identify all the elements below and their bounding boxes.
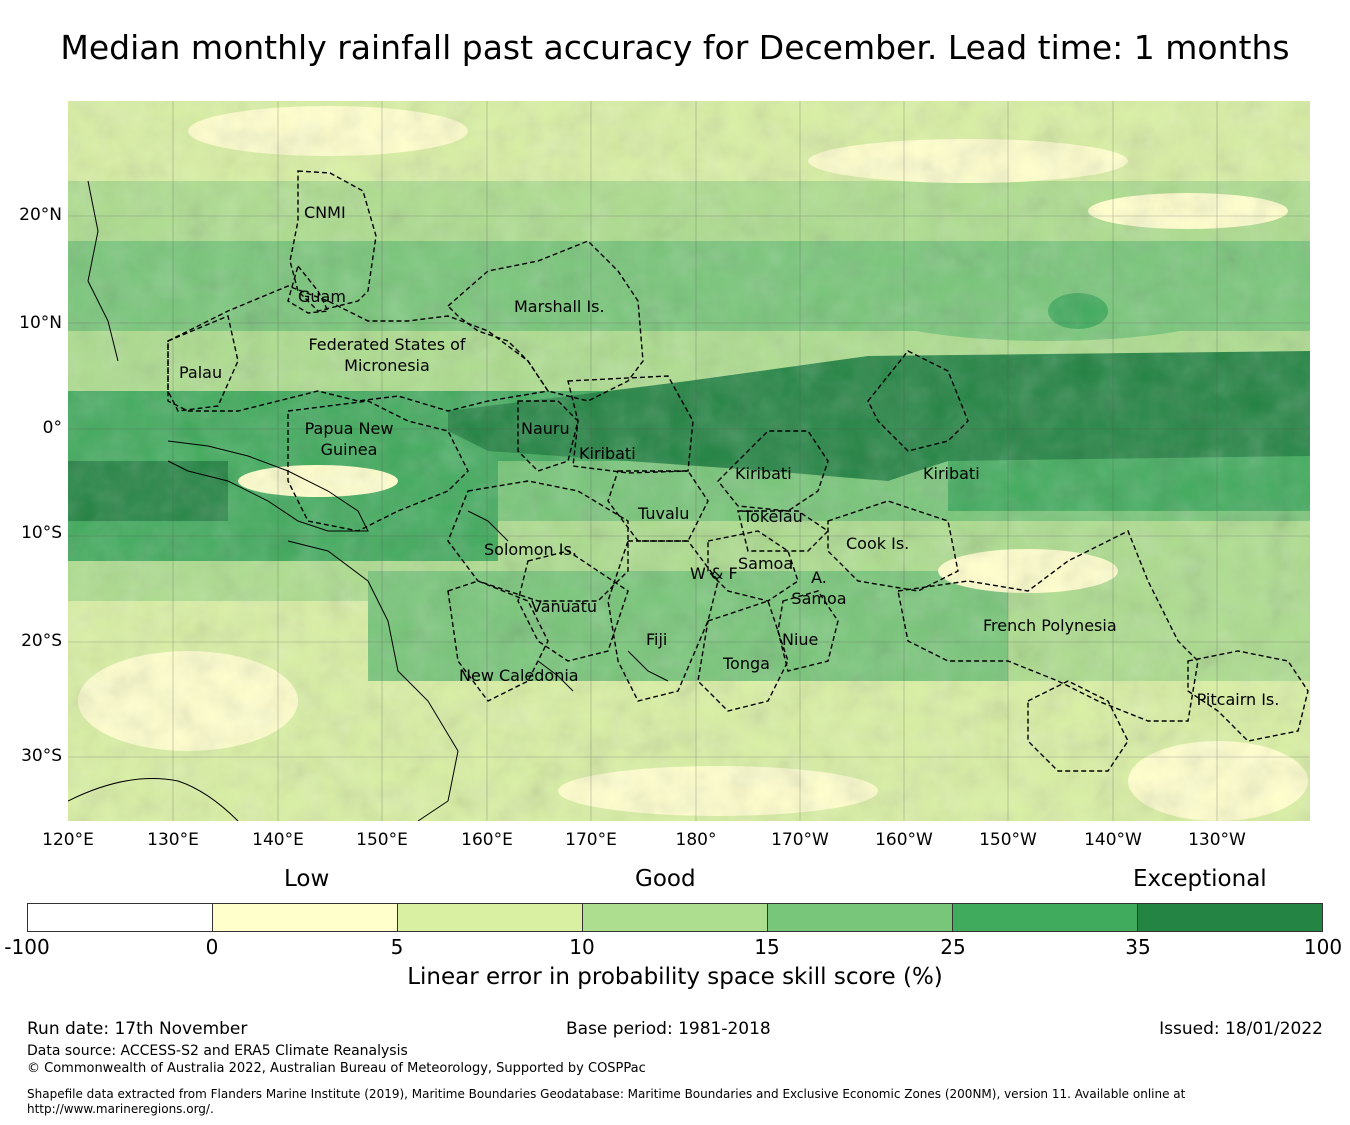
colorbar-segment — [768, 904, 953, 931]
colorbar-tick: 100 — [1303, 935, 1343, 959]
colorbar-segment — [398, 904, 583, 931]
colorbar-category-exceptional: Exceptional — [1133, 866, 1267, 892]
colorbar — [27, 903, 1323, 932]
lat-label-10s: 10°S — [21, 523, 62, 543]
region-label-american-samoa: A. Samoa — [791, 568, 847, 608]
colorbar-tick: 10 — [569, 935, 595, 959]
region-label-tokelau: Tokelau — [743, 507, 803, 526]
chart-title: Median monthly rainfall past accuracy fo… — [60, 28, 1290, 67]
region-label-wallis-futuna: W & F — [690, 564, 738, 583]
run-date: Run date: 17th November — [27, 1019, 248, 1039]
region-label-french-polynesia: French Polynesia — [983, 616, 1117, 635]
region-label-png: Papua New Guinea — [304, 419, 394, 459]
colorbar-tick: 35 — [1125, 935, 1151, 959]
lat-label-20n: 20°N — [19, 205, 62, 225]
lat-label-10n: 10°N — [19, 313, 62, 333]
lon-label-120e: 120°E — [42, 830, 94, 850]
graticule — [68, 101, 1310, 821]
region-label-cook-is: Cook Is. — [846, 534, 910, 553]
colorbar-label: Linear error in probability space skill … — [407, 964, 943, 990]
colorbar-tick: 0 — [205, 935, 219, 959]
coastlines — [68, 180, 669, 821]
region-label-kiribati-central: Kiribati — [735, 464, 792, 483]
colorbar-segment — [583, 904, 768, 931]
region-label-vanuatu: Vanuatu — [531, 597, 598, 616]
colorbar-tick: 25 — [940, 935, 966, 959]
region-label-niue: Niue — [782, 630, 819, 649]
region-label-tonga: Tonga — [723, 654, 770, 673]
lon-label-170e: 170°E — [565, 830, 617, 850]
lon-label-170w: 170°W — [771, 830, 829, 850]
skill-field-texture — [68, 101, 1310, 821]
region-label-samoa: Samoa — [738, 554, 794, 573]
copyright: © Commonwealth of Australia 2022, Austra… — [27, 1061, 646, 1076]
data-source: Data source: ACCESS-S2 and ERA5 Climate … — [27, 1043, 408, 1059]
region-label-tuvalu: Tuvalu — [638, 504, 690, 523]
region-label-pitcairn-is: Pitcairn Is. — [1196, 690, 1280, 709]
region-label-solomon-is: Solomon Is. — [484, 540, 577, 559]
region-label-palau: Palau — [179, 363, 223, 382]
lon-label-150e: 150°E — [356, 830, 408, 850]
colorbar-category-low: Low — [284, 866, 330, 892]
region-label-kiribati-east: Kiribati — [923, 464, 980, 483]
lon-label-140e: 140°E — [252, 830, 304, 850]
lon-label-130w: 130°W — [1188, 830, 1246, 850]
colorbar-segment — [213, 904, 398, 931]
lat-label-20s: 20°S — [21, 631, 62, 651]
map-svg — [68, 101, 1310, 821]
lon-label-160e: 160°E — [461, 830, 513, 850]
region-label-marshall-is: Marshall Is. — [514, 297, 605, 316]
colorbar-segment — [1138, 904, 1322, 931]
colorbar-tick: 5 — [390, 935, 404, 959]
eez-boundaries — [167, 170, 1309, 772]
lat-label-30s: 30°S — [21, 746, 62, 766]
base-period: Base period: 1981-2018 — [566, 1019, 771, 1039]
colorbar-tick: -100 — [4, 935, 50, 959]
region-label-nauru: Nauru — [521, 419, 570, 438]
region-label-kiribati-west: Kiribati — [579, 444, 636, 463]
region-label-fsm: Federated States of Micronesia — [308, 335, 466, 375]
colorbar-category-good: Good — [635, 866, 696, 892]
issued-date: Issued: 18/01/2022 — [1159, 1019, 1323, 1039]
region-label-fiji: Fiji — [646, 630, 668, 649]
lon-label-130e: 130°E — [147, 830, 199, 850]
rainfall-skill-map: CNMI Guam Marshall Is. Federated States … — [68, 101, 1310, 821]
lon-label-180: 180° — [675, 830, 717, 850]
lon-label-140w: 140°W — [1084, 830, 1142, 850]
colorbar-tick: 15 — [754, 935, 780, 959]
region-label-cnmi: CNMI — [304, 203, 346, 222]
shapefile-note: Shapefile data extracted from Flanders M… — [27, 1087, 1186, 1116]
lon-label-160w: 160°W — [875, 830, 933, 850]
region-label-guam: Guam — [298, 287, 346, 306]
lat-label-0: 0° — [42, 418, 62, 438]
region-label-new-caledonia: New Caledonia — [459, 666, 579, 685]
colorbar-segment — [28, 904, 213, 931]
colorbar-segment — [953, 904, 1138, 931]
lon-label-150w: 150°W — [979, 830, 1037, 850]
